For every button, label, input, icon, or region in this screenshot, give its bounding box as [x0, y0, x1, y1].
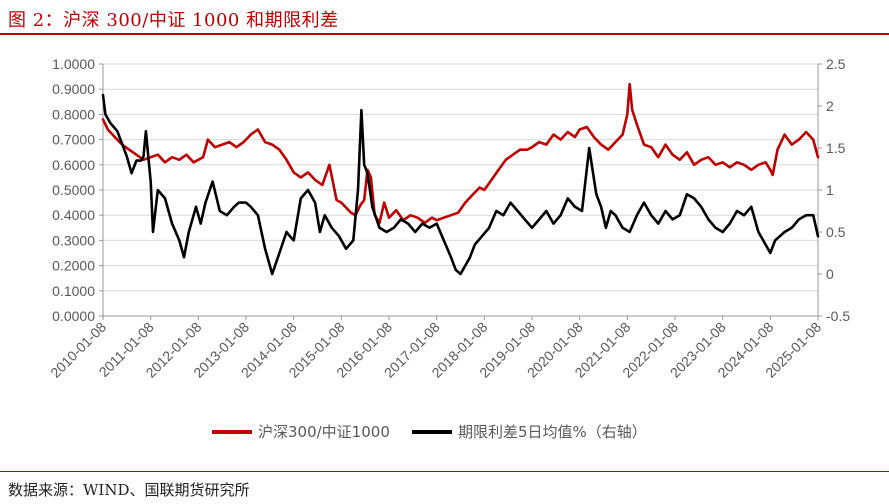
series-line-hs300-csi1000: [101, 82, 820, 225]
chart-canvas: 1.0000 0.9000 0.8000 0.7000 0.6000 0.5000 0.40…: [47, 56, 850, 441]
y-right-tick-label: 0: [826, 266, 834, 282]
gridlines: [103, 63, 818, 292]
legend-label-black: 期限利差5日均值%（右轴）: [458, 423, 647, 441]
legend: 沪深300/中证1000 期限利差5日均值%（右轴）: [212, 423, 647, 441]
y-right-tick-label: -0.5: [826, 308, 850, 324]
y-left-tick-label: 0.5000: [52, 182, 95, 198]
y-right-tick-label: 2.5: [826, 56, 846, 72]
y-left-tick-label: 0.6000: [52, 157, 95, 173]
y-left-tick-label: 1.0000: [52, 56, 95, 72]
y-left-tick-label: 0.4000: [52, 207, 95, 223]
series-red-group: [101, 82, 820, 225]
footer-rule: [0, 471, 889, 472]
y-left-tick-label: 0.8000: [52, 106, 95, 122]
tick-labels: 1.0000 0.9000 0.8000 0.7000 0.6000 0.5000 0.40…: [47, 56, 850, 381]
y-left-tick-label: 0.9000: [52, 81, 95, 97]
y-left-tick-label: 0.3000: [52, 232, 95, 248]
y-right-tick-label: 1.5: [826, 140, 846, 156]
series-line-term-spread: [101, 93, 820, 276]
y-left-tick-label: 0.0000: [52, 308, 95, 324]
chart-title: 图 2：沪深 300/中证 1000 和期限利差: [8, 10, 339, 31]
y-right-tick-label: 1: [826, 182, 834, 198]
y-left-tick-label: 0.2000: [52, 258, 95, 274]
legend-label-red: 沪深300/中证1000: [258, 423, 390, 441]
source-note: 数据来源：WIND、国联期货研究所: [8, 481, 250, 499]
y-left-tick-label: 0.7000: [52, 132, 95, 148]
y-right-tick-label: 0.5: [826, 224, 846, 240]
y-left-tick-label: 0.1000: [52, 283, 95, 299]
axes: [99, 63, 822, 320]
series-black-group: [101, 93, 820, 276]
y-right-tick-label: 2: [826, 98, 834, 114]
title-rule: [0, 33, 889, 35]
